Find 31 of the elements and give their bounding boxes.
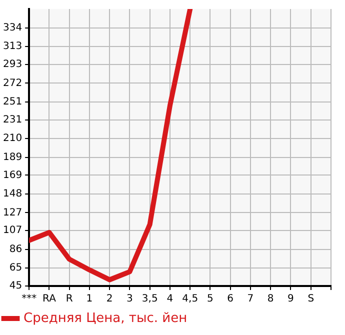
x-tick-label: 4 (166, 294, 174, 305)
legend-label: Средняя Цена, тыс. йен (24, 310, 188, 326)
y-tick-label: 107 (2, 225, 22, 236)
x-tick-label: 8 (267, 294, 274, 305)
y-tick-label: 231 (2, 114, 22, 126)
x-tick-label: 7 (247, 294, 254, 305)
y-tick-label: 169 (2, 170, 22, 181)
y-tick-label: 334 (2, 22, 22, 34)
x-tick-label: 1 (86, 294, 93, 305)
y-tick-label: 189 (2, 152, 22, 163)
y-tick-label: 313 (2, 41, 22, 52)
y-tick-label: 45 (9, 280, 22, 292)
x-tick-label: 3,5 (142, 294, 158, 305)
x-tick-label: S (308, 294, 314, 305)
y-tick-label: 86 (9, 244, 22, 255)
x-tick-label: 2 (106, 294, 113, 305)
x-tick-label: 9 (288, 294, 294, 305)
x-tick-label: *** (22, 294, 37, 305)
y-tick-label: 251 (2, 96, 22, 108)
x-tick-label: 4,5 (182, 294, 198, 305)
y-tick-label: 65 (9, 262, 22, 274)
x-tick-label: RA (42, 294, 56, 305)
x-tick-label: R (66, 294, 73, 305)
y-tick-label: 293 (2, 58, 22, 70)
y-tick-label: 272 (2, 78, 22, 89)
y-tick-label: 148 (2, 188, 22, 200)
y-tick-label: 127 (2, 207, 22, 218)
x-tick-label: 5 (207, 294, 214, 305)
x-tick-label: 3 (126, 294, 133, 305)
y-tick-label: 210 (2, 133, 22, 144)
x-tick-label: 6 (227, 294, 234, 305)
